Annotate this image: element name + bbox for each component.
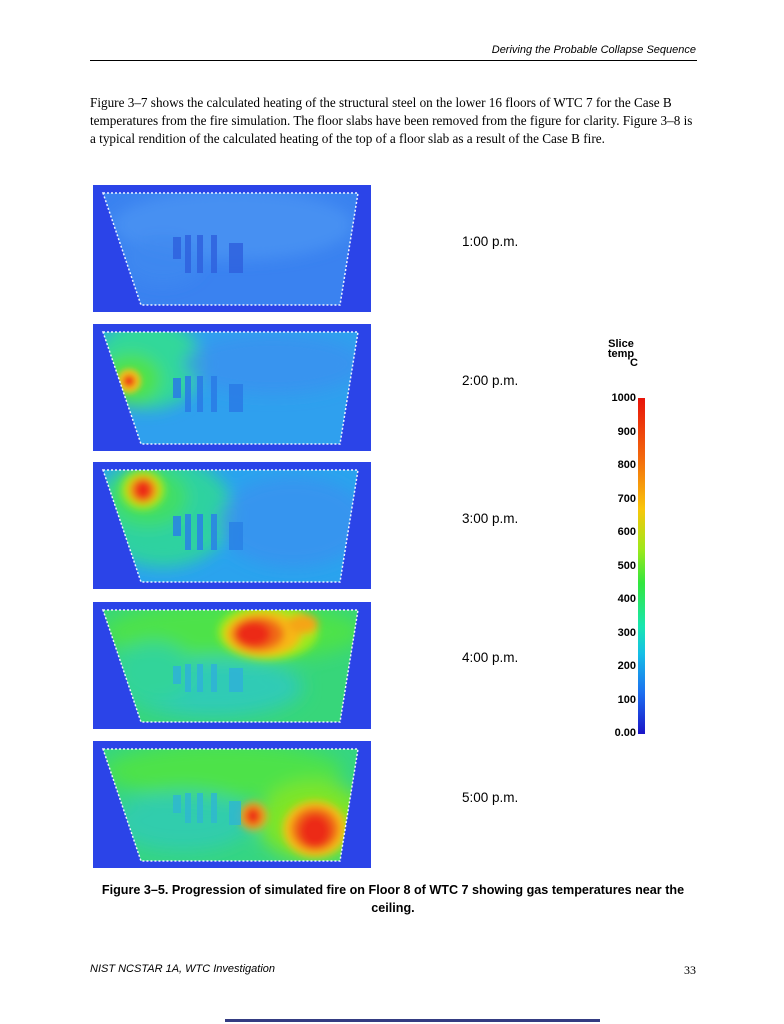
panel-time-1pm: 1:00 p.m.	[462, 234, 519, 249]
colorbar-tick: 900	[617, 426, 636, 438]
fire-panel-4pm	[93, 602, 371, 729]
colorbar-tick: 700	[617, 493, 636, 505]
colorbar-tick: 0.00	[614, 727, 636, 739]
colorbar-tick: 800	[617, 459, 636, 471]
colorbar-tick: 300	[617, 627, 636, 639]
panel-time-2pm: 2:00 p.m.	[462, 373, 519, 388]
panel-time-3pm: 3:00 p.m.	[462, 511, 519, 526]
fire-panel-2pm	[93, 324, 371, 451]
running-header: Deriving the Probable Collapse Sequence	[491, 44, 696, 56]
colorbar-tick: 1000	[611, 392, 636, 404]
page-number: 33	[684, 963, 696, 977]
colorbar-title-line1: Slice	[608, 338, 634, 350]
colorbar-gradient	[638, 398, 645, 734]
colorbar-tick: 600	[617, 526, 636, 538]
footer-publication: NIST NCSTAR 1A, WTC Investigation	[90, 963, 276, 975]
colorbar-tick: 100	[617, 694, 636, 706]
figure-caption: Figure 3–5. Progression of simulated fir…	[101, 883, 685, 915]
colorbar-title: Slice temp C	[600, 338, 642, 369]
colorbar-title-line3: C	[630, 357, 638, 369]
next-page-edge	[225, 1019, 600, 1022]
header-rule	[90, 60, 697, 61]
panel-time-5pm: 5:00 p.m.	[462, 790, 519, 805]
colorbar-tick: 400	[617, 593, 636, 605]
colorbar-tick: 200	[617, 660, 636, 672]
colorbar-title-line2: temp	[607, 347, 635, 360]
colorbar-tick: 500	[617, 560, 636, 572]
panel-time-4pm: 4:00 p.m.	[462, 650, 519, 665]
fire-panel-5pm	[93, 741, 371, 868]
intro-paragraph: Figure 3–7 shows the calculated heating …	[90, 95, 693, 147]
fire-panel-3pm	[93, 462, 371, 589]
fire-panel-1pm	[93, 185, 371, 312]
